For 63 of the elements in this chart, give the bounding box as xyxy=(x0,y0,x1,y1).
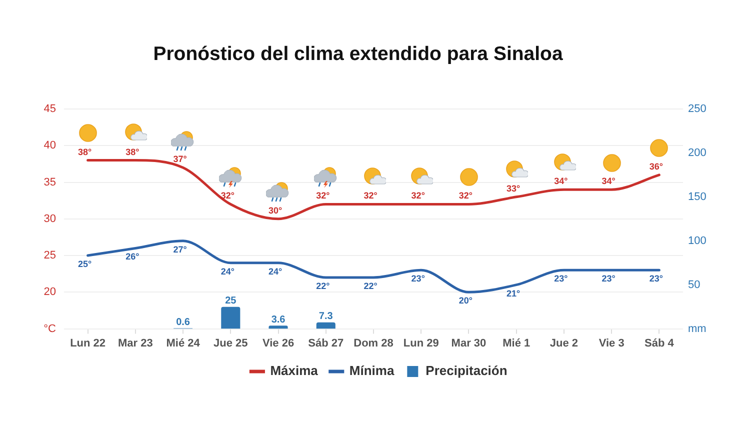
y2-tick-label: 50 xyxy=(688,278,700,291)
data-label: 27° xyxy=(173,244,188,254)
y2-tick-label: 200 xyxy=(688,146,706,159)
x-tick-label: Vie 26 xyxy=(262,337,294,350)
data-label: 36° xyxy=(649,161,664,172)
data-label: 38° xyxy=(126,146,140,157)
x-tick-label: Mar 30 xyxy=(451,337,486,350)
data-label: 20° xyxy=(458,296,473,306)
data-label: 23° xyxy=(554,274,568,284)
chart-title: Pronóstico del clima extendido para Sinaloa xyxy=(153,43,563,66)
x-tick-label: Mié 1 xyxy=(502,337,530,350)
data-label: 26° xyxy=(126,252,140,262)
data-label: 0.6 xyxy=(176,317,190,328)
y2-tick-label: 100 xyxy=(688,234,706,247)
y-tick-label: 45 xyxy=(44,103,56,116)
x-tick-label: Mar 23 xyxy=(118,337,153,350)
x-tick-label: Sáb 27 xyxy=(308,337,344,350)
data-label: 25 xyxy=(225,296,237,307)
data-label: 34° xyxy=(602,176,616,186)
y-tick-label: 25 xyxy=(44,250,56,262)
data-label: 30° xyxy=(268,205,282,216)
data-label: 22° xyxy=(316,281,330,291)
y-tick-label: °C xyxy=(44,322,56,335)
data-label: 25° xyxy=(78,259,92,270)
x-tick-label: Mié 24 xyxy=(166,337,201,350)
data-label: 21° xyxy=(506,288,521,298)
x-tick-label: Jue 25 xyxy=(214,337,248,350)
legend-label: Mínima xyxy=(349,363,395,378)
data-label: 7.3 xyxy=(318,311,334,322)
y-tick-label: 20 xyxy=(44,286,56,298)
x-tick-label: Vie 3 xyxy=(598,337,624,350)
bar xyxy=(221,306,240,329)
x-tick-label: Sáb 4 xyxy=(644,337,675,350)
data-label: 32° xyxy=(364,190,378,201)
legend-label: Precipitación xyxy=(426,363,508,378)
data-label: 32° xyxy=(411,190,426,201)
data-label: 3.6 xyxy=(271,314,286,326)
y2-tick-label: 250 xyxy=(688,103,706,116)
data-label: 32° xyxy=(220,190,235,201)
data-label: 23° xyxy=(649,274,664,284)
x-tick-label: Lun 29 xyxy=(403,337,439,350)
data-label: 23° xyxy=(602,274,616,284)
data-label: 24° xyxy=(268,266,282,276)
data-label: 24° xyxy=(220,266,235,276)
y-tick-label: 35 xyxy=(44,176,56,188)
y2-tick-label: mm xyxy=(688,322,706,335)
bar xyxy=(268,326,288,329)
y2-tick-label: 150 xyxy=(688,190,706,203)
y-tick-label: 30 xyxy=(44,212,56,225)
data-label: 23° xyxy=(411,274,426,284)
data-label: 32° xyxy=(458,190,473,201)
data-label: 32° xyxy=(316,190,330,201)
data-label: 38° xyxy=(78,146,92,157)
y-tick-label: 40 xyxy=(44,140,56,152)
data-label: 37° xyxy=(173,154,188,164)
bar xyxy=(316,322,336,329)
data-label: 34° xyxy=(554,176,568,186)
x-tick-label: Jue 2 xyxy=(550,337,578,350)
legend-label: Máxima xyxy=(270,363,319,378)
data-label: 33° xyxy=(506,183,521,194)
x-tick-label: Lun 22 xyxy=(70,337,106,350)
data-label: 22° xyxy=(364,281,378,291)
x-tick-label: Dom 28 xyxy=(354,337,394,350)
